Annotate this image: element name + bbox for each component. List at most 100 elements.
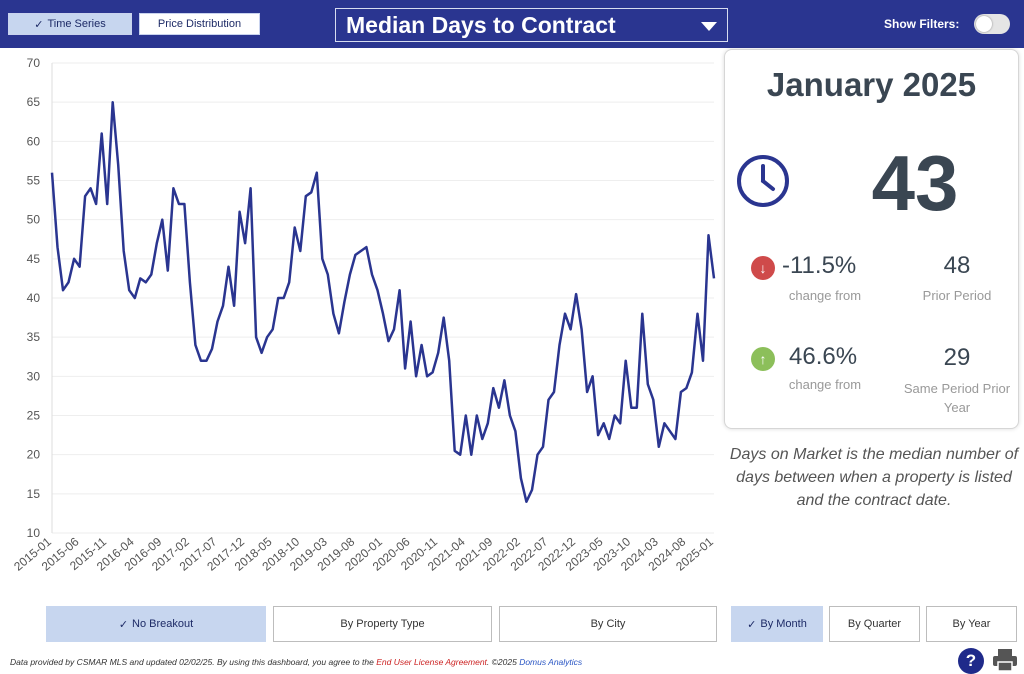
data-point[interactable] [601,420,607,426]
data-point[interactable] [430,369,436,375]
data-point[interactable] [55,244,61,250]
data-point[interactable] [314,170,320,176]
data-point[interactable] [82,193,88,199]
data-point[interactable] [281,295,287,301]
data-point[interactable] [319,256,325,262]
data-point[interactable] [347,272,353,278]
no-breakout-button[interactable]: ✓ No Breakout [46,606,266,642]
by-property-type-button[interactable]: By Property Type [273,606,492,642]
data-point[interactable] [176,201,182,207]
data-point[interactable] [203,358,209,364]
print-icon[interactable] [992,648,1018,672]
data-point[interactable] [512,428,518,434]
data-point[interactable] [242,240,248,246]
data-point[interactable] [700,358,706,364]
data-point[interactable] [606,436,612,442]
data-point[interactable] [380,311,386,317]
data-point[interactable] [165,268,171,274]
data-point[interactable] [413,373,419,379]
data-point[interactable] [590,373,596,379]
data-point[interactable] [557,342,563,348]
data-point[interactable] [170,185,176,191]
data-point[interactable] [148,272,154,278]
data-point[interactable] [369,272,375,278]
data-point[interactable] [358,248,364,254]
data-point[interactable] [209,346,215,352]
data-point[interactable] [154,240,160,246]
data-point[interactable] [226,264,232,270]
data-point[interactable] [49,170,55,176]
data-point[interactable] [463,413,469,419]
data-point[interactable] [303,193,309,199]
data-point[interactable] [330,311,336,317]
data-point[interactable] [71,256,77,262]
data-point[interactable] [198,358,204,364]
data-point[interactable] [479,436,485,442]
data-point[interactable] [617,420,623,426]
data-point[interactable] [667,428,673,434]
data-point[interactable] [93,201,99,207]
data-point[interactable] [237,209,243,215]
data-point[interactable] [402,366,408,372]
data-point[interactable] [551,389,557,395]
data-point[interactable] [468,452,474,458]
data-point[interactable] [275,295,281,301]
help-icon[interactable]: ? [958,648,984,674]
data-point[interactable] [297,248,303,254]
data-point[interactable] [634,405,640,411]
data-point[interactable] [694,311,700,317]
data-point[interactable] [435,350,441,356]
data-point[interactable] [99,131,105,137]
data-point[interactable] [523,499,529,505]
data-point[interactable] [264,334,270,340]
data-point[interactable] [253,334,259,340]
data-point[interactable] [612,413,618,419]
data-point[interactable] [446,358,452,364]
data-point[interactable] [308,189,314,195]
by-month-button[interactable]: ✓ By Month [731,606,823,642]
data-point[interactable] [104,201,110,207]
data-point[interactable] [88,185,94,191]
data-point[interactable] [579,326,585,332]
data-point[interactable] [408,319,414,325]
data-point[interactable] [639,311,645,317]
by-year-button[interactable]: By Year [926,606,1017,642]
data-point[interactable] [529,487,535,493]
data-point[interactable] [325,272,331,278]
data-point[interactable] [187,279,193,285]
metric-select[interactable]: Median Days to Contract [335,8,728,42]
data-point[interactable] [397,287,403,293]
data-point[interactable] [126,287,132,293]
data-point[interactable] [248,185,254,191]
data-point[interactable] [419,342,425,348]
tab-time-series[interactable]: ✓ Time Series [8,13,132,35]
data-point[interactable] [259,350,265,356]
data-point[interactable] [441,315,447,321]
data-point[interactable] [584,389,590,395]
data-point[interactable] [215,319,221,325]
data-point[interactable] [352,252,358,258]
data-point[interactable] [485,420,491,426]
data-point[interactable] [270,326,276,332]
data-point[interactable] [568,326,574,332]
data-point[interactable] [562,311,568,317]
data-point[interactable] [573,291,579,297]
data-point[interactable] [286,279,292,285]
eula-link[interactable]: End User License Agreement [376,657,487,667]
data-point[interactable] [386,338,392,344]
data-point[interactable] [656,444,662,450]
data-point[interactable] [540,444,546,450]
data-point[interactable] [115,162,121,168]
data-point[interactable] [474,413,480,419]
data-point[interactable] [501,377,507,383]
data-point[interactable] [424,373,430,379]
data-point[interactable] [645,381,651,387]
data-point[interactable] [661,420,667,426]
by-city-button[interactable]: By City [499,606,717,642]
brand-link[interactable]: Domus Analytics [519,657,583,667]
by-quarter-button[interactable]: By Quarter [829,606,920,642]
data-point[interactable] [623,358,629,364]
data-point[interactable] [110,99,116,105]
data-point[interactable] [534,452,540,458]
data-point[interactable] [60,287,66,293]
